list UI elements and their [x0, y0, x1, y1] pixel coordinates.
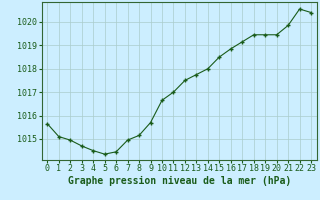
- X-axis label: Graphe pression niveau de la mer (hPa): Graphe pression niveau de la mer (hPa): [68, 176, 291, 186]
